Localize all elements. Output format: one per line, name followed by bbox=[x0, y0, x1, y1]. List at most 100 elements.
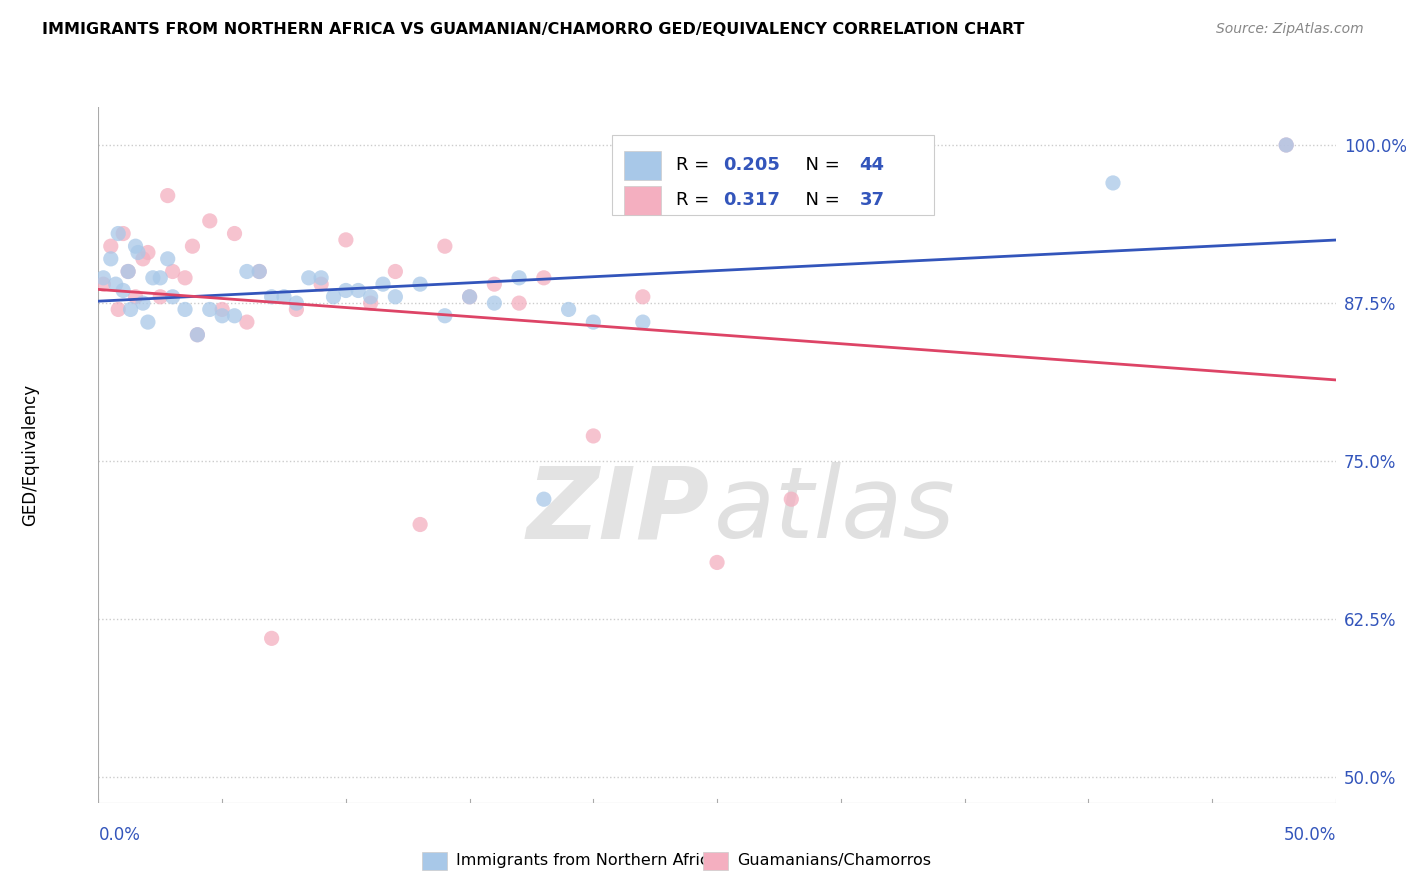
Point bbox=[107, 227, 129, 241]
Text: ZIP: ZIP bbox=[527, 462, 710, 559]
Point bbox=[298, 270, 321, 285]
Point bbox=[107, 302, 129, 317]
Point bbox=[335, 284, 357, 298]
Point bbox=[384, 264, 406, 278]
Point bbox=[124, 290, 146, 304]
Point bbox=[582, 315, 605, 329]
Point bbox=[706, 556, 728, 570]
Point bbox=[273, 290, 295, 304]
Point bbox=[247, 264, 270, 278]
Point bbox=[174, 270, 197, 285]
FancyBboxPatch shape bbox=[612, 135, 934, 215]
Point bbox=[186, 327, 208, 342]
Point bbox=[100, 239, 122, 253]
Point bbox=[247, 264, 270, 278]
Point bbox=[309, 270, 332, 285]
Point bbox=[120, 302, 142, 317]
Point bbox=[582, 429, 605, 443]
Point bbox=[1275, 138, 1298, 153]
Point bbox=[117, 264, 139, 278]
Point bbox=[285, 302, 308, 317]
Point bbox=[181, 239, 204, 253]
Point bbox=[285, 296, 308, 310]
Point bbox=[156, 188, 179, 202]
Point bbox=[508, 296, 530, 310]
Point bbox=[156, 252, 179, 266]
Point bbox=[174, 302, 197, 317]
Point bbox=[149, 270, 172, 285]
Point bbox=[347, 284, 370, 298]
Point bbox=[104, 277, 127, 292]
Text: atlas: atlas bbox=[714, 462, 956, 559]
Point bbox=[335, 233, 357, 247]
Point bbox=[93, 277, 115, 292]
Point bbox=[631, 290, 654, 304]
Point bbox=[780, 492, 803, 507]
Text: 0.0%: 0.0% bbox=[98, 826, 141, 844]
Point bbox=[360, 296, 382, 310]
Text: IMMIGRANTS FROM NORTHERN AFRICA VS GUAMANIAN/CHAMORRO GED/EQUIVALENCY CORRELATIO: IMMIGRANTS FROM NORTHERN AFRICA VS GUAMA… bbox=[42, 22, 1025, 37]
Point bbox=[309, 277, 332, 292]
Point bbox=[124, 239, 146, 253]
Point bbox=[117, 264, 139, 278]
Point bbox=[100, 252, 122, 266]
Point bbox=[409, 277, 432, 292]
Text: Source: ZipAtlas.com: Source: ZipAtlas.com bbox=[1216, 22, 1364, 37]
Point bbox=[322, 290, 344, 304]
Point bbox=[384, 290, 406, 304]
Point bbox=[198, 302, 221, 317]
Point bbox=[127, 245, 149, 260]
Point bbox=[458, 290, 481, 304]
Point bbox=[533, 270, 555, 285]
Point bbox=[236, 315, 259, 329]
Point bbox=[533, 492, 555, 507]
Text: 37: 37 bbox=[859, 192, 884, 210]
Point bbox=[458, 290, 481, 304]
Point bbox=[224, 309, 246, 323]
Point bbox=[112, 227, 135, 241]
Point bbox=[557, 302, 579, 317]
Point bbox=[371, 277, 394, 292]
Text: N =: N = bbox=[794, 156, 845, 174]
Point bbox=[484, 277, 506, 292]
Point bbox=[1102, 176, 1125, 190]
FancyBboxPatch shape bbox=[624, 186, 661, 215]
Text: Immigrants from Northern Africa: Immigrants from Northern Africa bbox=[456, 854, 718, 868]
Point bbox=[224, 227, 246, 241]
Text: 0.205: 0.205 bbox=[723, 156, 780, 174]
Point bbox=[236, 264, 259, 278]
Point bbox=[409, 517, 432, 532]
Point bbox=[186, 327, 208, 342]
Point bbox=[211, 309, 233, 323]
Point bbox=[162, 290, 184, 304]
Text: 0.317: 0.317 bbox=[723, 192, 780, 210]
Point bbox=[433, 309, 456, 323]
Point bbox=[1275, 138, 1298, 153]
Point bbox=[162, 264, 184, 278]
Point bbox=[132, 252, 155, 266]
Point bbox=[132, 296, 155, 310]
Point bbox=[136, 315, 159, 329]
Text: Guamanians/Chamorros: Guamanians/Chamorros bbox=[737, 854, 931, 868]
Point bbox=[112, 284, 135, 298]
Point bbox=[360, 290, 382, 304]
Text: R =: R = bbox=[676, 156, 716, 174]
Text: R =: R = bbox=[676, 192, 716, 210]
Point bbox=[198, 214, 221, 228]
Point bbox=[142, 270, 165, 285]
Point bbox=[484, 296, 506, 310]
Text: 50.0%: 50.0% bbox=[1284, 826, 1336, 844]
Point bbox=[508, 270, 530, 285]
Text: 44: 44 bbox=[859, 156, 884, 174]
Point bbox=[433, 239, 456, 253]
Text: N =: N = bbox=[794, 192, 845, 210]
Point bbox=[93, 270, 115, 285]
Point bbox=[260, 632, 283, 646]
Text: GED/Equivalency: GED/Equivalency bbox=[21, 384, 39, 526]
Point bbox=[149, 290, 172, 304]
Point bbox=[631, 315, 654, 329]
Point bbox=[260, 290, 283, 304]
FancyBboxPatch shape bbox=[624, 151, 661, 180]
Point bbox=[136, 245, 159, 260]
Point bbox=[211, 302, 233, 317]
